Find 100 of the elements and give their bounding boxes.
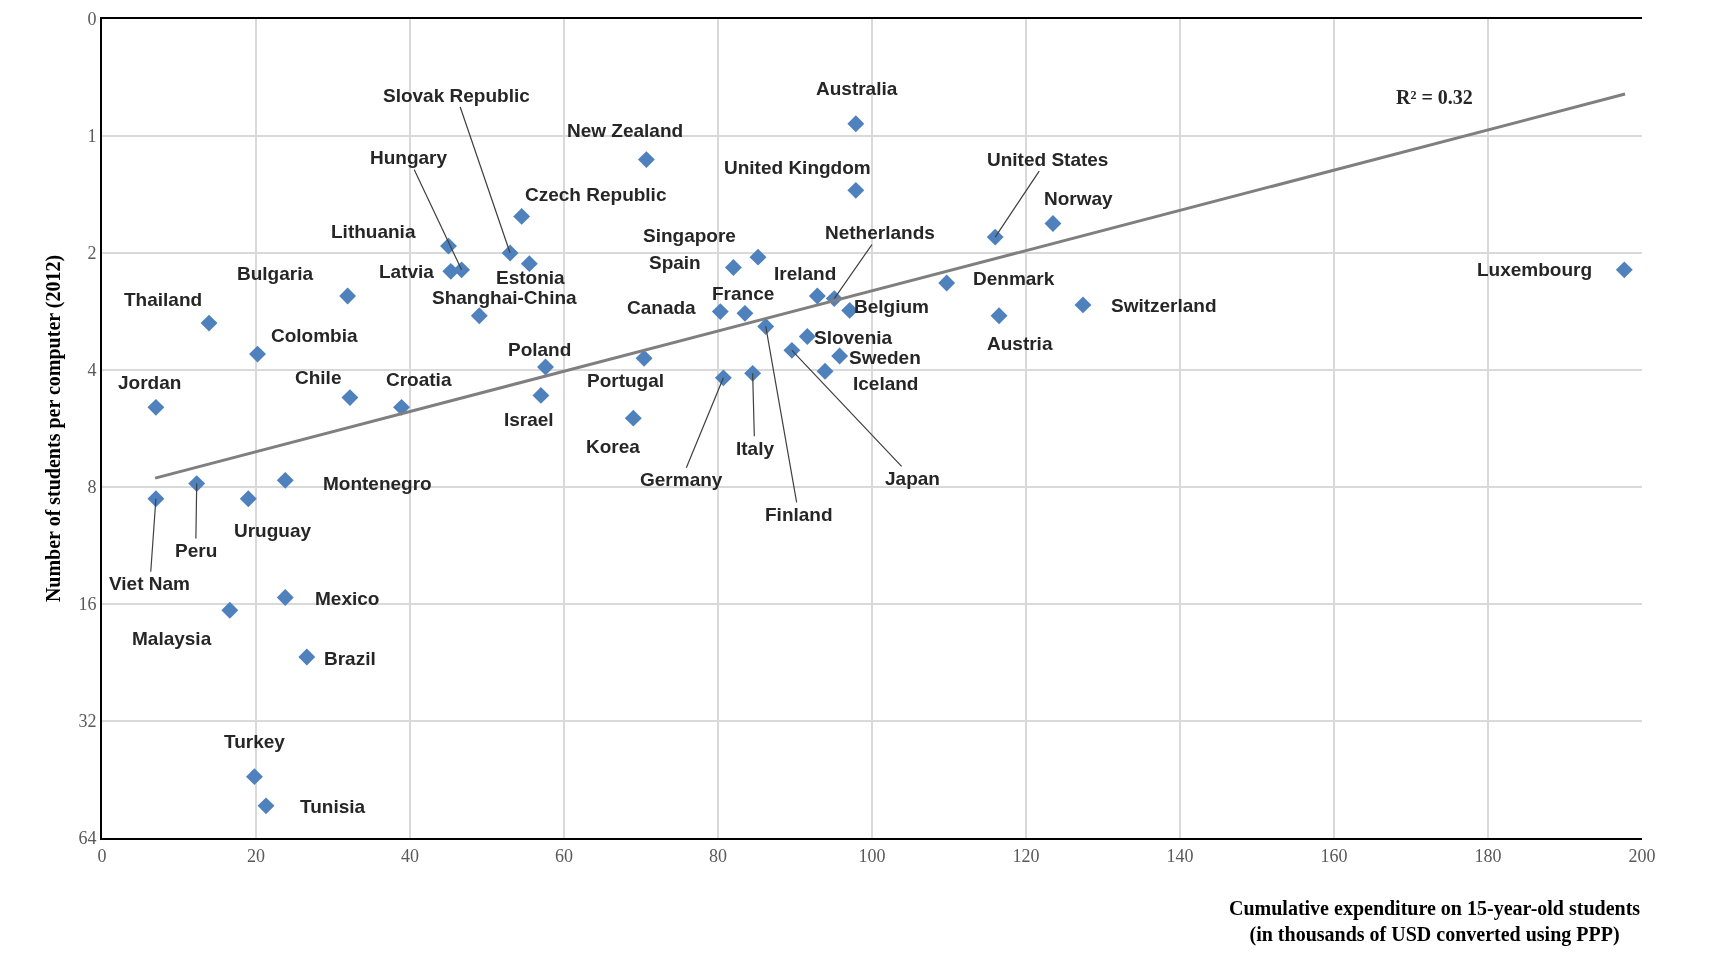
point: [339, 287, 357, 305]
annotation: Portugal: [587, 370, 665, 391]
point: [749, 248, 767, 266]
annotation: Italy: [736, 438, 775, 459]
x-tick-label: 80: [709, 845, 727, 866]
x-axis-title: Cumulative expenditure on 15-year-old students (in thousands of USD converted using PPP): [1229, 897, 1641, 946]
x-tick-label: 200: [1628, 845, 1656, 866]
point: [711, 303, 729, 321]
point: [724, 259, 742, 276]
annotation: Brazil: [324, 648, 376, 669]
annotation: Netherlands: [825, 222, 935, 243]
point: [513, 207, 531, 225]
annotation: Turkey: [224, 731, 286, 752]
annotation: Japan: [885, 468, 940, 489]
annotation: Tunisia: [300, 796, 366, 817]
point: [298, 648, 316, 666]
annotation: Lithuania: [331, 221, 416, 242]
point: [200, 314, 218, 332]
x-tick-label: 20: [247, 845, 265, 866]
x-tick-label: 40: [401, 845, 419, 866]
y-tick-label: 32: [78, 711, 97, 732]
annotation: Canada: [627, 297, 697, 318]
annotation: Spain: [649, 252, 701, 273]
annotation: Montenegro: [323, 473, 432, 494]
annotation: Germany: [640, 469, 723, 490]
point: [1615, 261, 1633, 279]
point: [276, 589, 294, 606]
annotation: New Zealand: [567, 120, 684, 141]
point: [990, 307, 1008, 325]
point: [239, 490, 257, 508]
point: [1044, 215, 1062, 233]
point: [847, 181, 865, 199]
annotation: Denmark: [973, 268, 1055, 289]
annotation: United States: [987, 149, 1109, 170]
x-tick-label: 140: [1166, 845, 1194, 866]
annotation: Estonia: [496, 267, 566, 288]
annotation: Jordan: [118, 372, 182, 393]
annotation: Latvia: [379, 261, 435, 282]
annotation: Mexico: [315, 588, 380, 609]
point: [798, 328, 816, 345]
point: [221, 601, 239, 619]
annotation: Israel: [504, 409, 554, 430]
x-tick-label: 180: [1474, 845, 1502, 866]
point: [831, 347, 849, 365]
y-tick-label: 8: [87, 477, 97, 498]
point: [714, 369, 732, 387]
y-tick-label: 1: [87, 126, 97, 147]
point: [470, 307, 488, 325]
y-tick-label: 2: [87, 243, 97, 264]
point: [147, 490, 165, 508]
annotation: Hungary: [370, 147, 448, 168]
point: [257, 797, 275, 815]
annotation: R² = 0.32: [1396, 86, 1473, 108]
y-tick-label: 0: [87, 9, 97, 30]
annotation: Luxembourg: [1477, 259, 1593, 280]
point: [453, 261, 471, 279]
annotation: Thailand: [124, 289, 203, 310]
x-tick-label: 100: [858, 845, 886, 866]
annotation: Bulgaria: [237, 263, 314, 284]
annotation: Belgium: [854, 296, 929, 317]
point: [246, 768, 263, 786]
y-tick-label: 16: [78, 594, 97, 615]
annotation: Slovak Republic: [383, 85, 531, 106]
x-tick-label: 120: [1012, 845, 1040, 866]
point: [635, 349, 653, 367]
annotation: Colombia: [271, 325, 358, 346]
annotation: Ireland: [774, 263, 837, 284]
annotation: Chile: [295, 367, 342, 388]
point: [637, 151, 655, 169]
annotation: Austria: [987, 333, 1053, 354]
annotation: Shanghai-China: [432, 287, 578, 308]
annotation: Singapore: [643, 225, 736, 246]
x-tick-label: 60: [555, 845, 573, 866]
point: [537, 358, 554, 376]
y-tick-label: 4: [87, 360, 97, 381]
point: [816, 362, 834, 380]
annotation: Peru: [175, 540, 218, 561]
point: [188, 475, 206, 493]
x-tick-label: 160: [1320, 845, 1348, 866]
annotation: Uruguay: [234, 520, 312, 541]
point: [938, 274, 956, 292]
point: [147, 398, 165, 416]
annotation: Finland: [765, 504, 833, 525]
annotation: Iceland: [853, 373, 919, 394]
point: [736, 304, 754, 322]
annotation: Australia: [816, 78, 898, 99]
annotation: Malaysia: [132, 628, 212, 649]
y-tick-label: 64: [78, 828, 97, 849]
y-axis-title: Number of students per computer (2012): [42, 254, 66, 603]
point: [501, 244, 519, 262]
point: [783, 341, 801, 359]
point: [532, 386, 550, 404]
annotation: Viet Nam: [109, 573, 190, 594]
annotation: Switzerland: [1111, 295, 1217, 316]
annotation: Czech Republic: [525, 184, 667, 205]
point: [808, 287, 826, 305]
point: [986, 228, 1004, 246]
annotation: United Kingdom: [724, 157, 871, 178]
point: [1074, 296, 1092, 314]
annotation: France: [712, 283, 775, 304]
